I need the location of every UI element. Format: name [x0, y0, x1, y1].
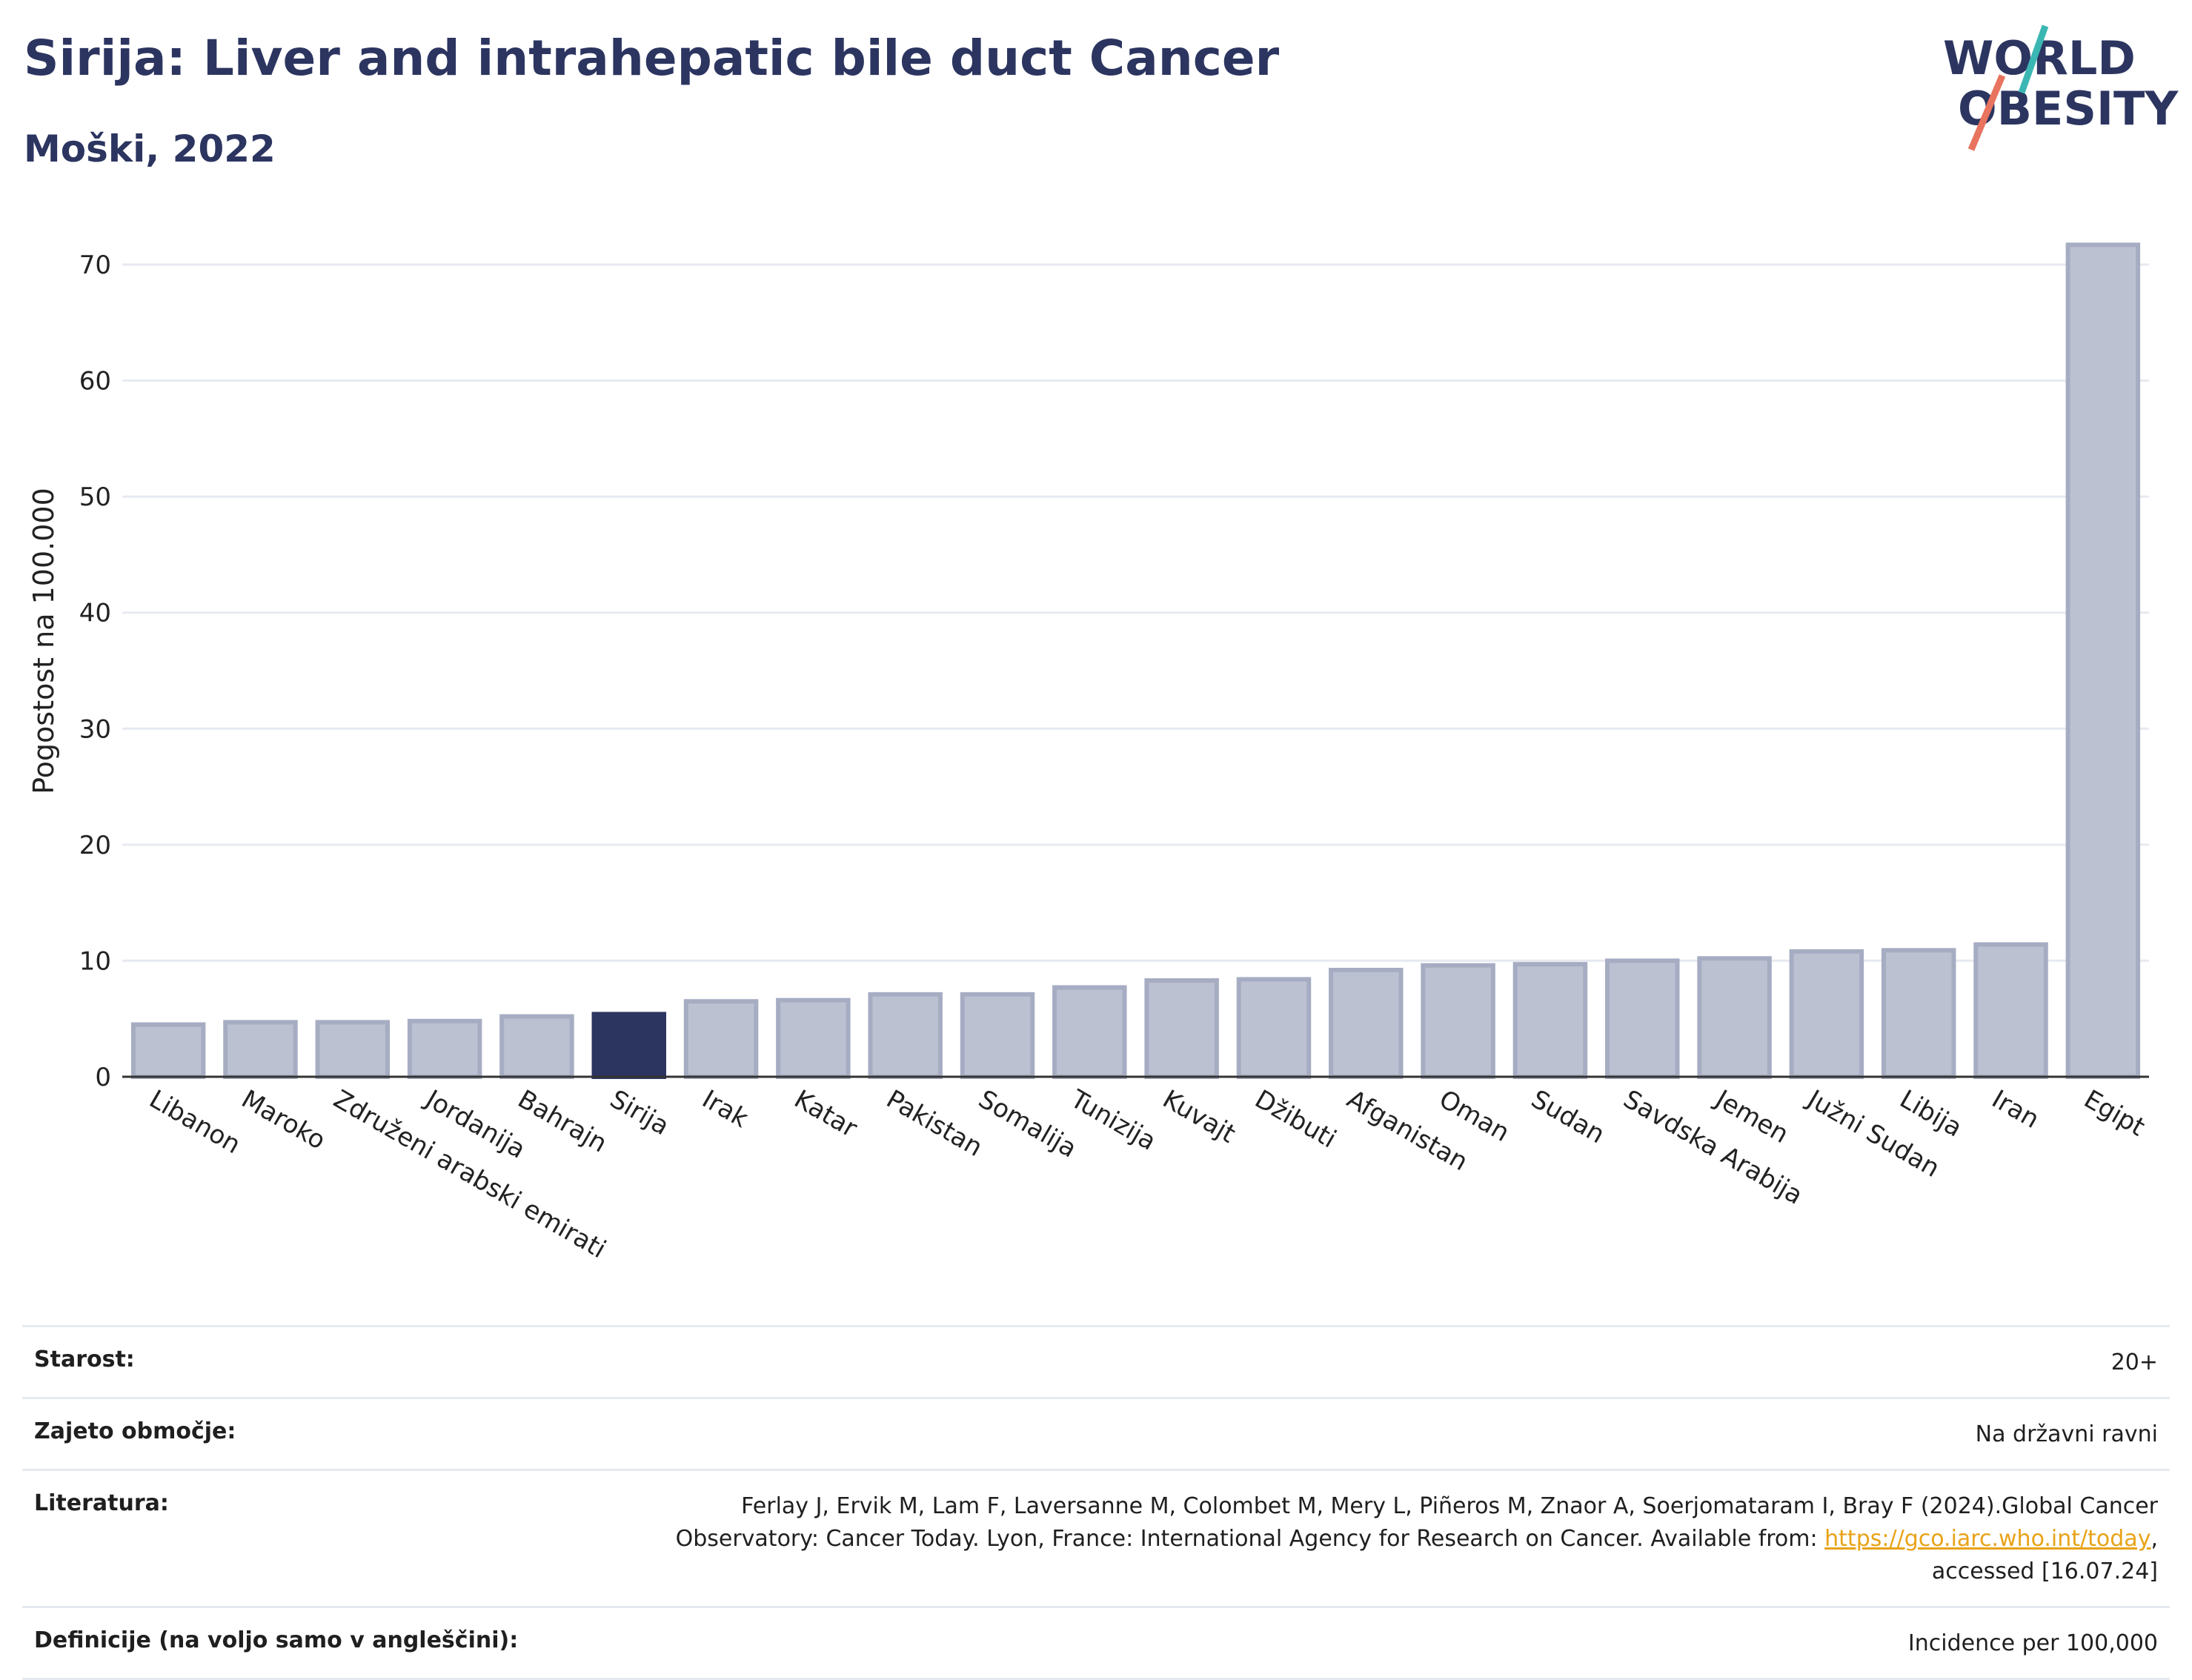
x-tick-label: Katar [789, 1084, 863, 1143]
bar-kuvajt[interactable] [1144, 978, 1219, 1079]
bar-južni-sudan[interactable] [1789, 949, 1864, 1079]
literature-label: Literatura: [34, 1490, 169, 1516]
x-tick-label: Iran [1987, 1084, 2044, 1135]
bar-tunizija[interactable] [1052, 985, 1127, 1079]
x-tick-label: Sirija [605, 1084, 674, 1141]
y-tick-label: 10 [79, 946, 111, 976]
y-tick-label: 30 [79, 714, 111, 744]
literature-value: Ferlay J, Ervik M, Lam F, Laversanne M, … [675, 1493, 2158, 1584]
bar-sudan[interactable] [1512, 962, 1588, 1080]
x-tick-label: Somalija [974, 1084, 1082, 1163]
bar-džibuti[interactable] [1236, 977, 1312, 1079]
area-label: Zajeto območje: [34, 1418, 236, 1444]
age-label: Starost: [34, 1347, 135, 1372]
bar-maroko[interactable] [223, 1020, 298, 1079]
bar-bahrajn[interactable] [499, 1014, 574, 1080]
info-row-definitions: Definicije (na voljo samo v angleščini):… [22, 1606, 2170, 1680]
info-row-literature: Literatura: Ferlay J, Ervik M, Lam F, La… [22, 1469, 2170, 1606]
y-tick-label: 0 [95, 1063, 111, 1092]
y-tick-label: 60 [79, 367, 111, 396]
y-tick-label: 20 [79, 831, 111, 860]
logo-teal-stroke [2018, 24, 2049, 94]
info-row-area: Zajeto območje: Na državni ravni [22, 1397, 2170, 1469]
y-tick-label: 70 [79, 250, 111, 280]
y-tick-label: 40 [79, 599, 111, 628]
info-row-age: Starost: 20+ [22, 1325, 2170, 1397]
grid-lines [122, 263, 2149, 962]
literature-text-1: Ferlay J, Ervik M, Lam F, Laversanne M, … [741, 1493, 2158, 1519]
literature-text-2: Observatory: Cancer Today. Lyon, France:… [675, 1526, 1818, 1552]
y-tick-label: 50 [79, 482, 111, 512]
y-axis-label: Pogostost na 100.000 [27, 488, 60, 794]
age-value: 20+ [2110, 1349, 2158, 1375]
area-value: Na državni ravni [1975, 1421, 2158, 1447]
bar-jordanija[interactable] [407, 1018, 482, 1079]
world-obesity-logo: WORLD OBESITY [1943, 24, 2179, 151]
x-tick-label: Irak [697, 1084, 754, 1134]
bar-iran[interactable] [1973, 942, 2048, 1079]
bars [130, 242, 2141, 1080]
bar-libanon[interactable] [130, 1022, 206, 1079]
x-tick-label: Džibuti [1249, 1084, 1341, 1154]
x-tick-label: Kuvajt [1158, 1084, 1241, 1149]
chart-title: Sirija: Liver and intrahepatic bile duct… [24, 30, 1280, 87]
definitions-label: Definicije (na voljo samo v angleščini): [34, 1627, 519, 1653]
bar-irak[interactable] [683, 999, 759, 1079]
x-tick-label: Bahrajn [513, 1084, 612, 1158]
bar-sirija[interactable] [591, 1012, 666, 1079]
x-tick-label: Sudan [1526, 1084, 1610, 1149]
x-tick-label: Pakistan [881, 1084, 987, 1163]
logo-coral-stroke [1967, 74, 2006, 151]
literature-link[interactable]: https://gco.iarc.who.int/today [1824, 1526, 2151, 1552]
bar-egipt[interactable] [2065, 242, 2141, 1080]
y-tick-labels: 0 10 20 30 40 50 60 70 [79, 250, 111, 1092]
x-tick-label: Tunizija [1065, 1084, 1161, 1157]
bar-libija[interactable] [1881, 948, 1956, 1080]
x-tick-label: Egipt [2079, 1084, 2150, 1142]
bar-savdska-arabija[interactable] [1605, 958, 1680, 1080]
bar-pakistan[interactable] [868, 992, 943, 1079]
info-table: Starost: 20+ Zajeto območje: Na državni … [22, 1325, 2170, 1680]
literature-text-3: accessed [16.07.24] [1931, 1558, 2158, 1584]
bar-oman[interactable] [1421, 963, 1495, 1079]
bar-združeni-arabski-emirati[interactable] [315, 1020, 391, 1079]
bar-katar[interactable] [776, 997, 851, 1079]
x-tick-label: Maroko [236, 1084, 331, 1155]
chart-subtitle: Moški, 2022 [24, 127, 276, 170]
bar-somalija[interactable] [960, 992, 1035, 1079]
x-tick-label: Libanon [145, 1084, 246, 1160]
bar-jemen[interactable] [1697, 956, 1772, 1079]
definitions-value: Incidence per 100,000 [1907, 1630, 2158, 1656]
bar-afganistan[interactable] [1329, 967, 1404, 1080]
